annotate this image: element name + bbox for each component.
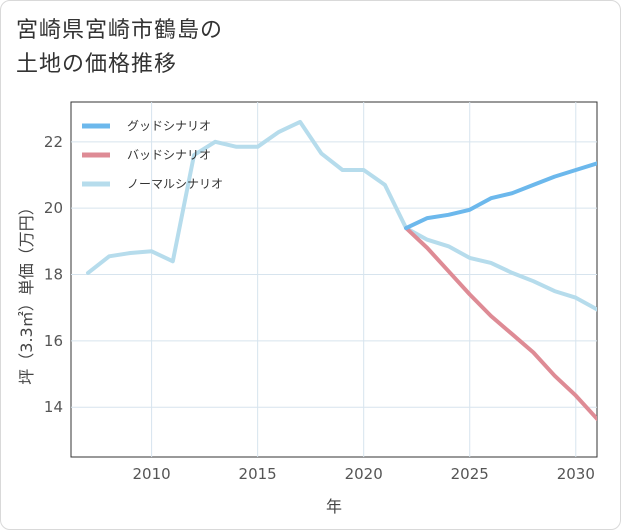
chart-title-line2: 土地の価格推移 xyxy=(16,52,178,77)
series-line-3 xyxy=(86,119,597,312)
legend-label: グッドシナリオ xyxy=(127,119,211,133)
legend-label: バッドシナリオ xyxy=(127,148,211,162)
chart-title: 宮崎県宮崎市鶴島の 土地の価格推移 xyxy=(16,14,376,82)
y-axis-ticks: 14 16 18 20 22 xyxy=(44,133,63,416)
y-tick-label: 14 xyxy=(44,398,63,416)
x-tick-label: 2025 xyxy=(451,465,489,483)
legend-label: ノーマルシナリオ xyxy=(127,177,223,191)
series-line-1 xyxy=(404,161,597,231)
chart-title-line1: 宮崎県宮崎市鶴島の xyxy=(16,18,224,43)
y-tick-label: 16 xyxy=(44,332,63,350)
y-tick-label: 20 xyxy=(44,199,63,217)
x-axis-ticks: 2010 2015 2020 2025 2030 xyxy=(133,465,595,483)
series-lines xyxy=(86,119,597,421)
x-tick-label: 2020 xyxy=(345,465,383,483)
x-tick-label: 2010 xyxy=(133,465,171,483)
y-axis-title: 坪（3.3㎡）単価（万円） xyxy=(17,199,36,384)
grid-lines xyxy=(71,102,597,457)
y-tick-label: 22 xyxy=(44,133,63,151)
x-axis-title: 年 xyxy=(326,497,342,516)
x-tick-label: 2030 xyxy=(557,465,595,483)
series-line-2 xyxy=(404,226,597,421)
x-tick-label: 2015 xyxy=(239,465,277,483)
y-tick-label: 18 xyxy=(44,266,63,284)
